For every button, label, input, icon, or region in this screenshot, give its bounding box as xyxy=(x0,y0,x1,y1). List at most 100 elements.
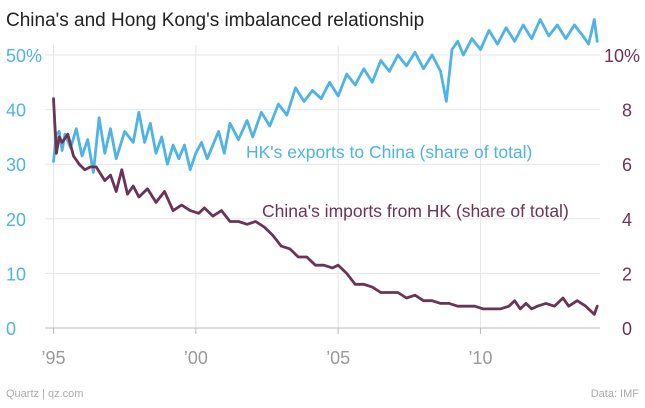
data-point xyxy=(422,299,425,302)
data-point xyxy=(252,136,254,138)
data-point xyxy=(371,81,374,84)
data-point xyxy=(55,152,58,155)
data-point xyxy=(371,286,374,288)
data-point xyxy=(562,297,564,299)
data-point xyxy=(388,291,391,294)
data-point xyxy=(525,302,527,305)
data-point xyxy=(160,136,163,138)
data-point xyxy=(397,291,399,294)
data-point xyxy=(203,207,206,209)
data-point xyxy=(585,305,587,308)
data-point xyxy=(422,67,425,70)
data-point xyxy=(115,190,117,193)
data-point xyxy=(200,141,203,144)
data-point xyxy=(58,130,60,133)
data-point xyxy=(328,81,331,84)
data-point xyxy=(596,305,598,308)
data-point xyxy=(166,163,169,165)
data-point xyxy=(380,291,382,294)
data-point xyxy=(61,141,63,144)
grid-layer xyxy=(45,45,600,329)
data-point xyxy=(132,141,134,144)
data-point xyxy=(183,144,186,146)
data-point xyxy=(206,157,208,160)
data-point xyxy=(513,299,516,302)
data-point xyxy=(254,220,257,223)
data-point xyxy=(545,302,547,305)
data-point xyxy=(155,152,157,155)
data-point xyxy=(67,133,69,135)
data-point xyxy=(448,302,451,305)
data-point xyxy=(582,35,584,37)
data-point xyxy=(505,26,507,29)
series-line-china-imports xyxy=(52,97,599,316)
data-point xyxy=(522,24,524,26)
data-point xyxy=(61,149,63,152)
data-point xyxy=(138,111,140,114)
y-right-tick-label: 6 xyxy=(622,155,632,175)
data-point xyxy=(513,40,516,43)
data-point xyxy=(123,130,126,133)
data-point xyxy=(286,114,288,116)
y-right-top-label: 10% xyxy=(604,46,640,66)
data-point xyxy=(212,144,214,146)
data-point xyxy=(405,297,408,299)
data-point xyxy=(237,138,240,141)
data-point xyxy=(354,283,357,286)
data-point xyxy=(530,308,533,310)
y-left-tick-label: 0 xyxy=(6,319,16,339)
data-point xyxy=(263,226,266,228)
data-point xyxy=(596,40,598,43)
data-point xyxy=(567,305,570,308)
y-left-tick-label: 30 xyxy=(6,155,26,175)
data-point xyxy=(587,43,590,45)
y-right-tick-label: 2 xyxy=(622,264,632,284)
data-point xyxy=(303,100,305,103)
data-point xyxy=(52,160,55,163)
y-left-tick-label: 20 xyxy=(6,210,26,230)
data-point xyxy=(479,48,482,51)
data-point xyxy=(132,185,134,187)
series-annotation: China's imports from HK (share of total) xyxy=(262,201,569,221)
data-point xyxy=(277,103,280,105)
data-point xyxy=(98,117,100,119)
data-point xyxy=(573,24,576,26)
data-point xyxy=(155,201,157,204)
data-point xyxy=(465,305,468,308)
data-point xyxy=(229,220,231,223)
data-point xyxy=(195,152,197,155)
x-tick-label: ’05 xyxy=(326,348,350,368)
y-left-tick-label: 10 xyxy=(6,264,26,284)
data-point xyxy=(536,305,539,308)
data-point xyxy=(345,73,348,75)
data-point xyxy=(456,40,459,43)
chart-title: China's and Hong Kong's imbalanced relat… xyxy=(6,10,424,31)
x-tick-label: ’95 xyxy=(42,348,66,368)
data-point xyxy=(81,155,83,157)
data-point xyxy=(488,29,490,32)
data-point xyxy=(363,67,365,70)
y-right-tick-label: 8 xyxy=(622,101,632,121)
data-point xyxy=(445,100,448,103)
series-layer xyxy=(52,18,599,316)
data-point xyxy=(223,152,226,155)
data-point xyxy=(337,95,340,97)
y-left-tick-label: 40 xyxy=(6,101,26,121)
data-point xyxy=(52,97,55,100)
data-point xyxy=(414,51,416,54)
data-point xyxy=(320,97,322,100)
data-point xyxy=(539,18,541,21)
data-point xyxy=(380,59,382,62)
data-point xyxy=(121,168,123,171)
data-point xyxy=(519,308,522,310)
data-point xyxy=(109,127,112,130)
data-point xyxy=(297,256,300,258)
data-point xyxy=(331,267,334,269)
data-point xyxy=(397,54,399,56)
data-point xyxy=(576,299,578,302)
data-point xyxy=(294,87,297,89)
data-point xyxy=(431,299,433,302)
data-point xyxy=(311,89,314,92)
data-point xyxy=(462,54,465,56)
